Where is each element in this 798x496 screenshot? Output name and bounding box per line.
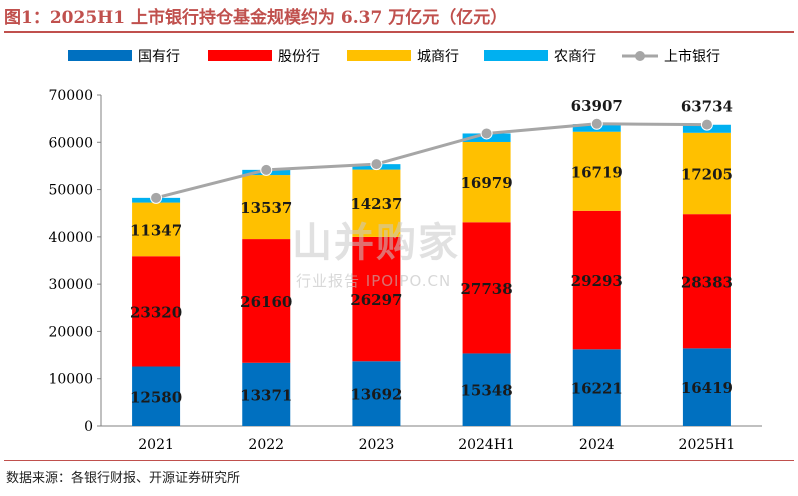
bar-data-label: 26160 bbox=[240, 293, 292, 311]
bar-segment bbox=[352, 361, 401, 426]
bar-segment bbox=[132, 366, 181, 426]
bar-data-label: 29293 bbox=[571, 272, 623, 290]
y-tick-label: 70000 bbox=[48, 88, 93, 104]
y-tick-label: 0 bbox=[84, 419, 93, 435]
x-tick-label: 2025H1 bbox=[679, 437, 736, 453]
bar-data-label: 16419 bbox=[681, 379, 733, 397]
legend-swatch bbox=[208, 50, 272, 61]
bar-data-label: 23320 bbox=[130, 303, 182, 321]
bar-data-label: 16719 bbox=[571, 163, 623, 181]
source-divider bbox=[4, 460, 794, 461]
chart-line: 63907 63734 bbox=[150, 97, 733, 204]
line-point bbox=[480, 127, 493, 140]
bar-segment bbox=[242, 175, 291, 240]
line-point bbox=[370, 158, 383, 171]
line-point bbox=[700, 118, 713, 131]
bar-segment bbox=[242, 239, 291, 363]
x-tick-label: 2024 bbox=[579, 437, 615, 453]
x-tick-label: 2021 bbox=[138, 437, 174, 453]
line-data-label: 63907 bbox=[571, 97, 623, 115]
chart-data-labels: 12580 23320 11347 13371 26160 13537 13692 26297… bbox=[130, 163, 733, 406]
y-tick-label: 60000 bbox=[48, 135, 93, 151]
y-tick-label: 40000 bbox=[48, 230, 93, 246]
legend-label: 上市银行 bbox=[664, 48, 720, 65]
title-divider bbox=[4, 31, 794, 33]
bar-segment bbox=[132, 256, 181, 367]
bar-data-label: 12580 bbox=[130, 388, 182, 406]
line-point bbox=[150, 191, 163, 204]
bar-segment bbox=[242, 362, 291, 426]
chart-bars bbox=[132, 124, 731, 426]
line-series bbox=[155, 122, 707, 200]
legend-swatch bbox=[347, 50, 411, 61]
bar-data-label: 15348 bbox=[460, 382, 512, 400]
bar-segment bbox=[682, 132, 731, 215]
x-tick-label: 2024H1 bbox=[458, 437, 515, 453]
legend-swatch bbox=[484, 50, 548, 61]
legend-label: 农商行 bbox=[554, 49, 596, 65]
bar-data-label: 13371 bbox=[240, 386, 292, 404]
bar-segment bbox=[682, 214, 731, 349]
legend-label: 股份行 bbox=[278, 49, 320, 65]
chart-legend: 国有行 股份行 城商行 农商行 上市银行 bbox=[68, 48, 720, 65]
bar-segment bbox=[132, 202, 181, 257]
bar-data-label: 16979 bbox=[460, 174, 512, 192]
bar-data-label: 13537 bbox=[240, 199, 292, 217]
bar-segment bbox=[352, 236, 401, 362]
x-tick-label: 2023 bbox=[359, 437, 395, 453]
y-tick-label: 50000 bbox=[48, 183, 93, 199]
bar-data-label: 17205 bbox=[681, 165, 733, 183]
legend-label: 国有行 bbox=[138, 49, 180, 65]
bar-segment bbox=[462, 222, 511, 354]
chart-title: 图1：2025H1 上市银行持仓基金规模约为 6.37 万亿元（亿元） bbox=[4, 8, 508, 28]
y-tick-label: 10000 bbox=[48, 372, 93, 388]
bar-segment bbox=[462, 141, 511, 223]
legend-line-marker bbox=[635, 51, 645, 61]
bar-data-label: 16221 bbox=[571, 380, 623, 398]
bar-data-label: 28383 bbox=[681, 273, 733, 291]
line-point bbox=[590, 117, 603, 130]
bar-data-label: 14237 bbox=[350, 195, 402, 213]
x-tick-label: 2022 bbox=[248, 437, 284, 453]
bar-segment bbox=[462, 353, 511, 426]
y-tick-label: 30000 bbox=[48, 277, 93, 293]
line-point bbox=[260, 163, 273, 176]
bar-segment bbox=[682, 348, 731, 426]
bar-data-label: 27738 bbox=[460, 280, 512, 298]
source-note: 数据来源：各银行财报、开源证券研究所 bbox=[6, 471, 241, 486]
bar-segment bbox=[352, 169, 401, 237]
bar-segment bbox=[572, 349, 621, 426]
legend-swatch bbox=[68, 50, 132, 61]
bar-data-label: 11347 bbox=[130, 221, 182, 239]
y-tick-label: 20000 bbox=[48, 324, 93, 340]
line-data-label: 63734 bbox=[681, 98, 733, 116]
bar-data-label: 13692 bbox=[350, 386, 402, 404]
chart-axes: 0 10000 20000 30000 40000 50000 60000 70000 2021… bbox=[48, 88, 762, 453]
bar-data-label: 26297 bbox=[350, 291, 402, 309]
legend-label: 城商行 bbox=[417, 49, 459, 65]
bar-segment bbox=[572, 131, 621, 211]
stacked-bar-chart: 国有行 股份行 城商行 农商行 上市银行 0 10000 20000 30000 40000 50… bbox=[48, 48, 762, 453]
bar-segment bbox=[572, 210, 621, 350]
